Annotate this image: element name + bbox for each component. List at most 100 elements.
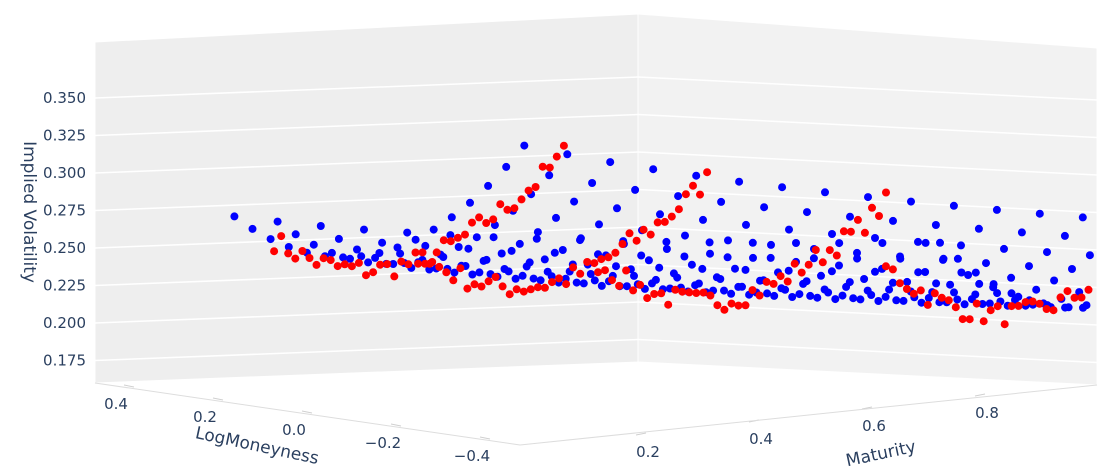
surface-point xyxy=(1007,289,1016,298)
surface-point xyxy=(874,297,883,305)
y-tick-mark xyxy=(635,432,647,436)
market-point xyxy=(340,260,349,269)
market-point xyxy=(390,272,399,281)
market-point xyxy=(1014,301,1023,310)
market-point xyxy=(629,286,638,295)
surface-point xyxy=(595,220,603,229)
surface-point xyxy=(960,300,969,309)
surface-point xyxy=(838,291,847,300)
surface-point xyxy=(899,296,908,305)
surface-point xyxy=(950,288,958,297)
surface-point xyxy=(878,239,887,247)
market-point xyxy=(383,260,392,269)
market-point xyxy=(291,254,300,263)
surface-point xyxy=(497,249,506,258)
y-tick-label: 0.8 xyxy=(975,404,999,422)
market-point xyxy=(639,225,648,234)
surface-point xyxy=(881,292,890,301)
market-point xyxy=(804,260,813,269)
z-tick-label: 0.350 xyxy=(43,89,86,107)
surface-point xyxy=(888,278,897,287)
market-point xyxy=(540,283,549,292)
surface-point xyxy=(1025,262,1033,271)
market-point xyxy=(461,230,469,239)
surface-point xyxy=(971,290,980,299)
surface-point xyxy=(662,245,671,253)
market-point xyxy=(825,246,834,255)
surface-point xyxy=(518,271,527,280)
market-point xyxy=(531,183,540,191)
surface-point xyxy=(921,238,930,247)
surface-point xyxy=(957,241,965,250)
market-point xyxy=(755,291,764,300)
market-point xyxy=(979,317,988,326)
market-point xyxy=(376,260,385,269)
surface-point xyxy=(795,290,804,299)
market-point xyxy=(811,246,820,254)
surface-point xyxy=(547,272,556,281)
surface-point xyxy=(692,171,701,180)
market-point xyxy=(524,186,533,195)
market-point xyxy=(333,262,342,271)
market-point xyxy=(435,262,444,271)
market-point xyxy=(533,283,542,292)
market-point xyxy=(326,256,335,265)
surface-point xyxy=(731,264,739,273)
surface-point xyxy=(949,201,958,210)
market-point xyxy=(951,303,960,312)
surface-point xyxy=(339,253,348,262)
floor-edge-front-left xyxy=(94,382,521,446)
surface-point xyxy=(421,241,430,250)
back-wall-left xyxy=(94,13,639,384)
market-point xyxy=(569,263,578,272)
surface-point xyxy=(705,238,714,247)
surface-point xyxy=(1050,276,1059,285)
surface-point xyxy=(824,288,833,297)
y-tick-mark xyxy=(861,406,873,410)
market-point xyxy=(818,258,827,267)
surface-point xyxy=(903,277,912,286)
market-point xyxy=(664,300,673,309)
market-point xyxy=(1007,302,1016,311)
market-point xyxy=(270,247,279,256)
market-point xyxy=(442,268,451,277)
market-point xyxy=(354,258,363,267)
surface-point xyxy=(540,255,549,264)
grid-line-z-left xyxy=(94,76,639,99)
grid-line-z-left xyxy=(94,113,639,137)
surface-point xyxy=(393,243,402,252)
surface-point xyxy=(674,192,683,201)
y-tick-label: 0.6 xyxy=(862,417,886,435)
market-point xyxy=(576,269,585,278)
surface-point xyxy=(957,268,966,277)
surface-point xyxy=(853,248,861,257)
market-point xyxy=(498,282,507,291)
market-point xyxy=(312,260,321,269)
surface-point xyxy=(1064,303,1073,312)
market-point xyxy=(449,276,458,285)
surface-point xyxy=(993,289,1002,298)
surface-point xyxy=(978,300,987,308)
market-point xyxy=(706,291,715,300)
market-point xyxy=(482,219,491,227)
surface-point xyxy=(706,249,714,258)
surface-point xyxy=(971,268,980,277)
z-tick-label: 0.325 xyxy=(43,127,86,145)
surface-point xyxy=(803,208,811,217)
surface-point xyxy=(576,234,585,243)
market-point xyxy=(1021,298,1030,307)
market-point xyxy=(439,236,448,245)
surface-point xyxy=(588,179,597,187)
surface-point xyxy=(511,274,520,283)
surface-point xyxy=(781,285,790,294)
surface-point xyxy=(896,252,904,261)
surface-point xyxy=(1032,285,1041,294)
market-point xyxy=(734,301,743,310)
market-point xyxy=(703,168,712,177)
market-point xyxy=(881,262,890,271)
surface-point xyxy=(756,276,764,285)
surface-point xyxy=(504,267,513,276)
surface-point xyxy=(450,268,459,277)
market-point xyxy=(347,262,356,271)
